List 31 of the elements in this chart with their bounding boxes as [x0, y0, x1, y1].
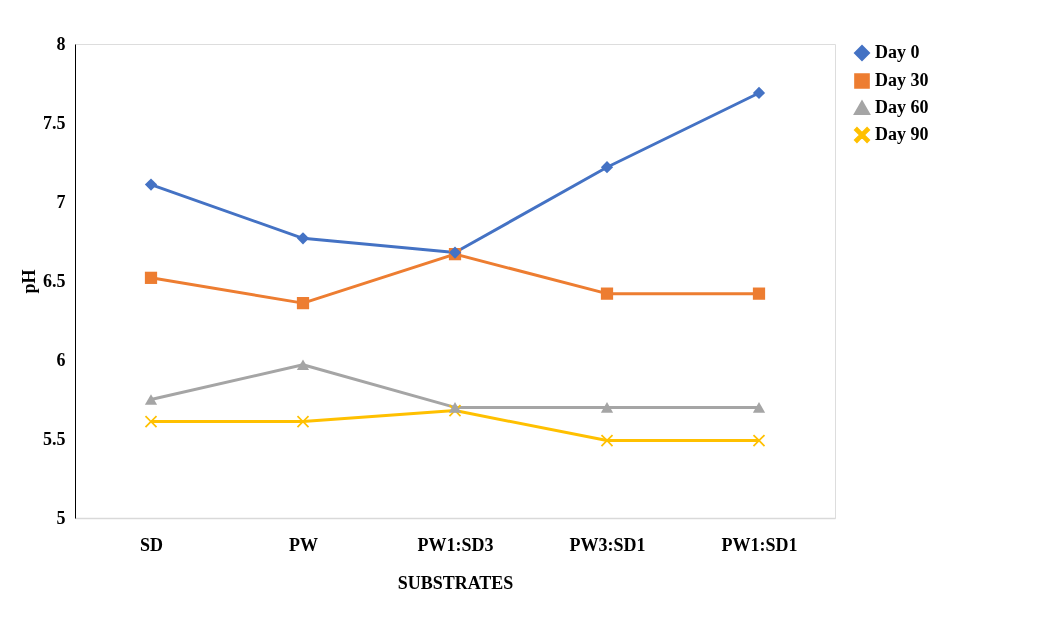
x-tick-label: PW3:SD1 — [569, 534, 646, 555]
legend-label: Day 60 — [875, 97, 929, 117]
point — [296, 232, 310, 245]
x-tick-label: PW — [289, 534, 318, 555]
point — [144, 178, 158, 191]
point — [752, 287, 766, 300]
x-tick-label: PW1:SD3 — [417, 534, 494, 555]
legend-label: Day 90 — [875, 124, 929, 144]
point — [600, 402, 614, 413]
y-tick-label: 5.5 — [43, 428, 66, 449]
point — [296, 359, 310, 371]
x-tick-label: SD — [139, 534, 164, 555]
y-tick-label: 5 — [56, 507, 66, 528]
point — [600, 161, 614, 174]
y-tick-label: 8 — [56, 33, 66, 54]
point — [144, 394, 158, 405]
y-tick-label: 6.5 — [43, 270, 66, 291]
x-axis-title: SUBSTRATES — [397, 572, 514, 593]
point — [144, 271, 158, 284]
y-axis-title: pH — [19, 269, 39, 294]
point — [296, 297, 310, 310]
legend-label: Day 30 — [875, 70, 929, 90]
point — [752, 402, 766, 413]
y-tick-label: 7.5 — [43, 112, 66, 133]
legend-label: Day 0 — [875, 42, 920, 62]
x-tick-label: PW1:SD1 — [721, 534, 798, 555]
point — [600, 287, 614, 300]
y-tick-label: 6 — [56, 349, 66, 370]
y-tick-label: 7 — [56, 191, 66, 212]
point — [448, 402, 462, 413]
point — [752, 86, 766, 100]
